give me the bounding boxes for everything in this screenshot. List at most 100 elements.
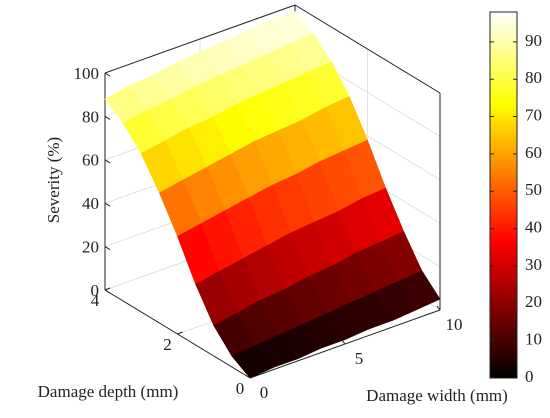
colorbar-segment [490, 188, 517, 193]
colorbar-segment [490, 210, 517, 214]
colorbar-segment [490, 69, 517, 74]
colorbar-segment [490, 326, 517, 330]
colorbar-segment [490, 63, 517, 68]
colorbar-segment [490, 15, 517, 19]
colorbar-segment [490, 292, 517, 297]
colorbar-segment [490, 298, 517, 303]
tick-mark [341, 339, 346, 345]
colorbar-segment [490, 24, 517, 28]
colorbar-segment [490, 140, 517, 144]
colorbar-segment [490, 137, 517, 141]
colorbar-tick-label: 80 [525, 68, 542, 87]
colorbar-segment [490, 301, 517, 306]
colorbar-segment [490, 48, 517, 53]
colorbar-segment [490, 277, 517, 281]
tick-mark [246, 373, 251, 379]
colorbar-segment [490, 39, 517, 43]
colorbar-segment [490, 66, 517, 71]
z-axis-label: Severity (%) [44, 137, 63, 223]
colorbar-segment [490, 347, 517, 352]
colorbar-tick-label: 20 [525, 292, 542, 311]
colorbar-segment [490, 27, 517, 31]
colorbar-segment [490, 289, 517, 294]
y-tick-label: 10 [446, 315, 463, 334]
colorbar-segment [490, 30, 517, 34]
colorbar-segment [490, 271, 517, 275]
colorbar-segment [490, 85, 517, 89]
colorbar-segment [490, 280, 517, 284]
colorbar-segment [490, 307, 517, 312]
z-tick-label: 80 [82, 107, 99, 126]
colorbar-segment [490, 265, 517, 269]
colorbar-segment [490, 231, 517, 236]
x-axis-label: Damage depth (mm) [38, 382, 179, 401]
colorbar-segment [490, 374, 517, 379]
colorbar-tick-label: 90 [525, 31, 542, 50]
x-tick-label: 0 [236, 379, 245, 398]
colorbar-segment [490, 213, 517, 217]
colorbar-segment [490, 228, 517, 233]
colorbar-segment [490, 304, 517, 309]
colorbar-segment [490, 222, 517, 226]
axis-line [294, 4, 441, 94]
colorbar-segment [490, 335, 517, 339]
colorbar-segment [490, 368, 517, 373]
colorbar-segment [490, 112, 517, 117]
colorbar-segment [490, 21, 517, 25]
colorbar-tick-label: 10 [525, 330, 542, 349]
tick-mark [104, 202, 111, 207]
colorbar-tick-label: 30 [525, 255, 542, 274]
colorbar-segment [490, 76, 517, 80]
colorbar-segment [490, 295, 517, 300]
tick-mark [249, 375, 256, 379]
colorbar-segment [490, 371, 517, 376]
colorbar-segment [490, 310, 517, 315]
colorbar-segment [490, 237, 517, 242]
tick-mark [104, 289, 111, 294]
colorbar-segment [490, 225, 517, 230]
colorbar-segment [490, 176, 517, 181]
colorbar-segment [490, 234, 517, 239]
colorbar-segment [490, 283, 517, 287]
colorbar-segment [490, 146, 517, 150]
colorbar-segment [490, 94, 517, 98]
colorbar-segment [490, 45, 517, 50]
z-tick-label: 60 [82, 151, 99, 170]
colorbar-segment [490, 198, 517, 202]
colorbar-segment [490, 219, 517, 223]
colorbar-segment [490, 252, 517, 257]
colorbar-segment [490, 243, 517, 248]
colorbar-segment [490, 268, 517, 272]
colorbar-segment [490, 121, 517, 126]
colorbar-segment [490, 109, 517, 114]
tick-mark [104, 287, 111, 291]
colorbar-segment [490, 338, 517, 342]
colorbar-segment [490, 36, 517, 40]
colorbar-segment [490, 134, 517, 138]
tick-mark [177, 331, 183, 335]
colorbar-segment [490, 332, 517, 336]
colorbar-frame [489, 11, 518, 379]
colorbar-segment [490, 320, 517, 324]
colorbar-segment [490, 195, 517, 199]
colorbar-segment [490, 60, 517, 65]
colorbar-segment [490, 286, 517, 291]
colorbar-tick-label: 70 [525, 105, 542, 124]
colorbar-segment [490, 201, 517, 205]
colorbar-segment [490, 118, 517, 123]
colorbar-segment [490, 365, 517, 370]
z-tick-label: 20 [82, 238, 99, 257]
colorbar-segment [490, 161, 517, 165]
colorbar-segment [490, 12, 517, 16]
colorbar-segment [490, 182, 517, 187]
colorbar-segment [490, 127, 517, 132]
z-tick-label: 40 [82, 194, 99, 213]
colorbar-segment [490, 158, 517, 162]
colorbar-segment [490, 274, 517, 278]
axis-line [104, 4, 296, 74]
colorbar-segment [490, 152, 517, 156]
colorbar-segment [490, 313, 517, 318]
colorbar-segment [490, 143, 517, 147]
colorbar-segment [490, 362, 517, 367]
colorbar-segment [490, 246, 517, 251]
